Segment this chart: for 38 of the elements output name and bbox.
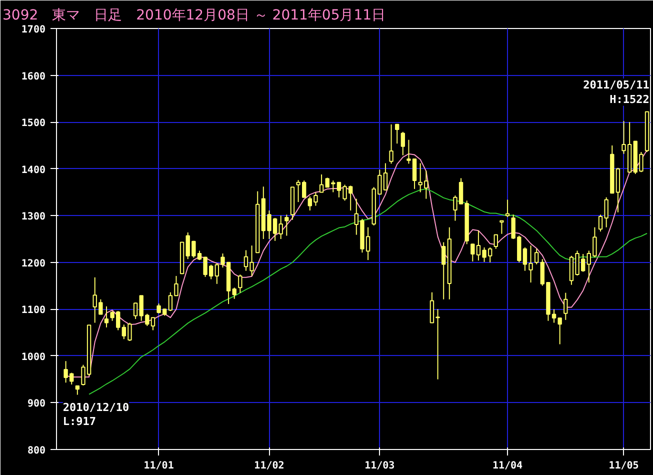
y-tick-label: 1500 [21,118,46,130]
candlestick [214,262,220,284]
x-tick-label: 11/03 [364,460,395,472]
candlestick [500,220,504,234]
candlestick [470,243,475,262]
annotation: 2011/05/11 H:1522 [583,78,650,106]
candlestick [534,248,539,265]
candlestick [400,131,405,156]
y-tick-label: 1300 [21,212,46,223]
candlestick [174,275,178,296]
x-tick-label: 11/04 [492,460,523,472]
candlestick [278,215,283,240]
candlestick [284,214,289,236]
y-tick-label: 1400 [21,164,46,176]
candlestick [133,302,138,320]
candlestick [505,199,510,218]
y-tick-label: 800 [27,446,46,456]
candlestick [238,274,242,294]
chart-title: 3092 東マ 日足 2010年12月08日 ～ 2011年05月11日 [2,8,386,24]
candlestick [389,124,394,164]
y-tick-label: 1700 [21,24,46,36]
candlestick [564,292,568,320]
candlestick [494,234,498,250]
x-tick-label: 11/01 [144,460,174,472]
y-tick-label: 1600 [21,71,46,82]
candlestick [232,287,236,300]
y-tick-label: 1100 [21,305,46,316]
candlestick [441,242,446,300]
x-tick-label: 11/02 [254,460,284,472]
y-tick-label: 1200 [21,258,46,270]
candlestick [104,306,109,328]
candlestick [394,124,400,144]
y-tick-label: 900 [27,398,46,410]
candlestick [616,167,620,213]
y-tick-label: 1000 [21,352,46,363]
annotation: 2010/12/10 L:917 [62,400,130,428]
x-tick-label: 11/05 [608,460,639,472]
candlestick [168,292,173,312]
